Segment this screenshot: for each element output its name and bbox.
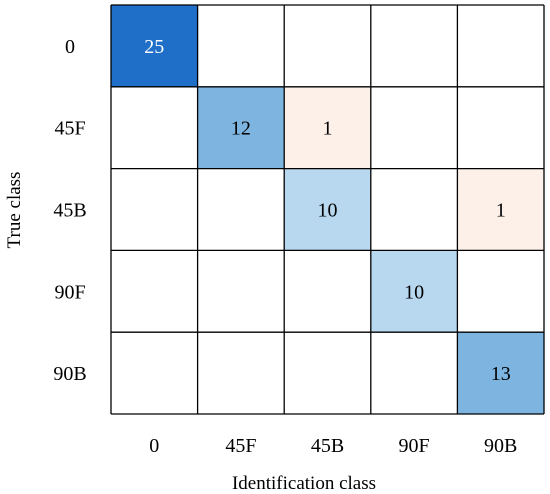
heatmap-cell-3-4 bbox=[457, 250, 544, 333]
heatmap-cell-4-0 bbox=[111, 332, 198, 414]
y-tick-label: 45B bbox=[53, 200, 86, 222]
cell-value-label: 10 bbox=[404, 281, 424, 303]
x-tick-label: 90F bbox=[399, 435, 430, 457]
heatmap-cell-2-1 bbox=[197, 168, 285, 251]
y-axis-title: True class bbox=[4, 172, 25, 249]
heatmap-cell-2-2 bbox=[284, 168, 371, 251]
x-tick-label: 45F bbox=[225, 435, 256, 457]
heatmap-cell-1-3 bbox=[370, 86, 458, 169]
x-axis-title: Identification class bbox=[232, 473, 376, 494]
x-tick-labels: 0 45F 45B 90F 90B bbox=[149, 435, 517, 457]
heatmap-cell-1-2 bbox=[284, 86, 371, 169]
heatmap-cell-1-1 bbox=[197, 86, 285, 169]
heatmap-cell-0-3 bbox=[370, 5, 458, 87]
heatmap-cells: 25 12 1 10 1 10 13 bbox=[111, 5, 544, 414]
y-tick-labels: 0 45F 45B 90F 90B bbox=[53, 36, 86, 385]
cell-value-label: 1 bbox=[496, 200, 506, 222]
heatmap-cell-3-1 bbox=[197, 250, 285, 333]
y-tick-label: 90B bbox=[53, 363, 86, 385]
heatmap-cell-4-1 bbox=[197, 332, 285, 414]
heatmap-cell-0-0 bbox=[111, 5, 198, 87]
x-tick-label: 0 bbox=[149, 435, 159, 457]
heatmap-cell-1-0 bbox=[111, 86, 198, 169]
heatmap-grid bbox=[110, 4, 545, 415]
cell-value-label: 12 bbox=[231, 118, 251, 140]
heatmap-cell-2-4 bbox=[457, 168, 544, 251]
y-tick-label: 90F bbox=[54, 281, 85, 303]
cell-value-label: 25 bbox=[144, 36, 164, 58]
heatmap-cell-2-3 bbox=[370, 168, 458, 251]
heatmap-cell-4-2 bbox=[284, 332, 371, 414]
cell-value-label: 13 bbox=[491, 363, 511, 385]
heatmap-cell-0-2 bbox=[284, 5, 371, 87]
x-tick-label: 90B bbox=[484, 435, 517, 457]
heatmap-cell-4-4 bbox=[457, 332, 544, 414]
cell-value-label: 10 bbox=[318, 200, 338, 222]
x-tick-label: 45B bbox=[311, 435, 344, 457]
heatmap-cell-3-0 bbox=[111, 250, 198, 333]
cell-value-label: 1 bbox=[323, 118, 333, 140]
y-tick-label: 0 bbox=[65, 36, 75, 58]
heatmap-cell-0-4 bbox=[457, 5, 544, 87]
heatmap-cell-3-3 bbox=[370, 250, 458, 333]
heatmap-cell-1-4 bbox=[457, 86, 544, 169]
heatmap-cell-3-2 bbox=[284, 250, 371, 333]
y-tick-label: 45F bbox=[54, 118, 85, 140]
heatmap-cell-4-3 bbox=[370, 332, 458, 414]
heatmap-cell-2-0 bbox=[111, 168, 198, 251]
heatmap-cell-0-1 bbox=[197, 5, 285, 87]
